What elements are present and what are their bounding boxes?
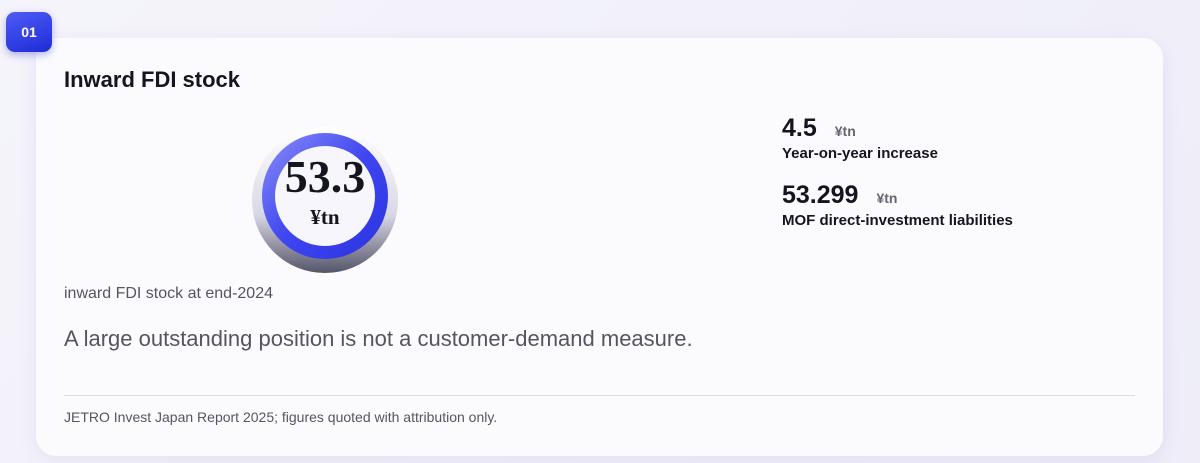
note: A large outstanding position is not a cu… [64,326,693,351]
gauge-unit: ¥tn [310,205,339,229]
stat-unit: ¥tn [876,190,898,206]
stat-value: 53.299 [782,181,859,209]
stat: 53.299 ¥tn MOF direct-investment liabilit… [782,181,1013,229]
stat-unit: ¥tn [834,123,856,139]
stat: 4.5 ¥tn Year-on-year increase [782,114,938,162]
stat-label: Year-on-year increase [782,145,938,162]
badge: 01 [6,12,52,52]
stat-label: MOF direct-investment liabilities [782,212,1013,229]
gauge: 53.3 ¥tn [252,127,398,273]
gauge-face [275,146,375,246]
divider [64,395,1135,396]
gauge-value: 53.3 [285,151,366,202]
caption: inward FDI stock at end-2024 [64,285,273,302]
source: JETRO Invest Japan Report 2025; figures … [64,409,498,425]
card-title: Inward FDI stock [64,67,241,92]
card [36,38,1163,456]
stat-value: 4.5 [782,114,817,142]
